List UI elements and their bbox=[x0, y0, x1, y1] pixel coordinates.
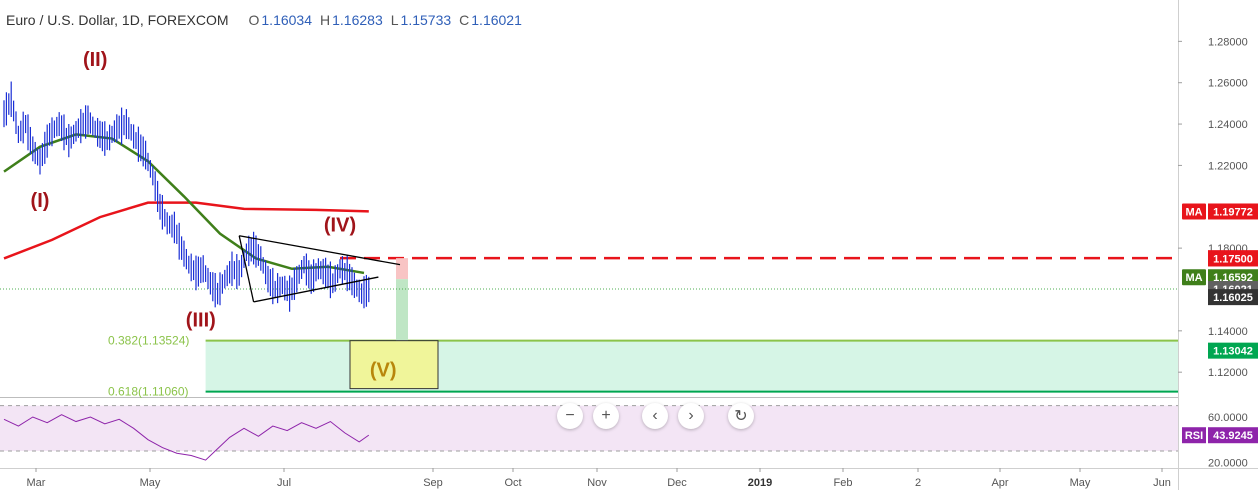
wave-v-target-box bbox=[349, 340, 439, 390]
time-tick-label: Sep bbox=[423, 477, 443, 489]
wave-label: (V) bbox=[370, 359, 397, 381]
price-badge bbox=[1208, 289, 1258, 306]
close-value: 1.16021 bbox=[471, 12, 522, 28]
wave-label: (I) bbox=[31, 190, 50, 212]
close-label: C bbox=[459, 12, 470, 28]
open-value: 1.16034 bbox=[261, 12, 312, 28]
triangle-upper-line bbox=[239, 235, 401, 266]
price-badge-label: 1.16025 bbox=[1213, 292, 1253, 304]
low-label: L bbox=[390, 12, 399, 28]
price-badge-label: 1.13042 bbox=[1213, 346, 1253, 358]
price-tick-label: 1.28000 bbox=[1208, 36, 1248, 48]
rsi-tick-label: 60.0000 bbox=[1208, 412, 1248, 424]
price-badge-label: 1.17500 bbox=[1213, 253, 1253, 265]
time-tick-label: Mar bbox=[27, 477, 46, 489]
time-tick-label: 2 bbox=[915, 477, 921, 489]
zoom-out-button[interactable]: − bbox=[557, 403, 583, 429]
rsi-badge bbox=[1182, 427, 1206, 444]
plus-icon: + bbox=[601, 407, 611, 424]
chevron-left-icon: ‹ bbox=[652, 407, 658, 424]
price-badge bbox=[1208, 203, 1258, 220]
reset-icon: ↻ bbox=[734, 408, 748, 425]
zoom-in-button[interactable]: + bbox=[593, 403, 619, 429]
rsi-tick-label: 20.0000 bbox=[1208, 457, 1248, 469]
time-tick-label: Apr bbox=[991, 477, 1008, 489]
scroll-right-button[interactable]: › bbox=[678, 403, 704, 429]
time-tick-label: May bbox=[140, 477, 161, 489]
chevron-right-icon: › bbox=[688, 407, 694, 424]
time-tick-label: Jun bbox=[1153, 477, 1171, 489]
ma-badge bbox=[1182, 269, 1206, 286]
price-tick-label: 1.26000 bbox=[1208, 78, 1248, 90]
ma-badge-label: MA bbox=[1185, 206, 1202, 218]
ma-slow-line bbox=[3, 201, 369, 260]
time-tick-label: Dec bbox=[667, 477, 687, 489]
wave-label: (IV) bbox=[324, 215, 356, 237]
price-tick-label: 1.12000 bbox=[1208, 367, 1248, 379]
price-badge bbox=[1208, 342, 1258, 359]
open-label: O bbox=[248, 12, 260, 28]
time-tick-label: Feb bbox=[834, 477, 853, 489]
rsi-band bbox=[0, 405, 1178, 451]
wave-label: (III) bbox=[186, 310, 216, 332]
triangle-lower-line bbox=[253, 276, 379, 303]
reward-box bbox=[396, 279, 408, 350]
zoom-controls: − + bbox=[557, 403, 619, 429]
time-tick-label: May bbox=[1070, 477, 1091, 489]
reset-chart-button[interactable]: ↻ bbox=[728, 403, 754, 429]
wave-label: (II) bbox=[83, 49, 107, 71]
price-bars bbox=[3, 81, 370, 312]
fib-level-label: 0.382(1.13524) bbox=[108, 334, 189, 348]
price-badge-label: 1.19772 bbox=[1213, 206, 1253, 218]
fib-level-label: 0.618(1.11060) bbox=[108, 385, 189, 399]
price-tick-label: 1.22000 bbox=[1208, 160, 1248, 172]
symbol-title: Euro / U.S. Dollar, 1D, FOREXCOM bbox=[6, 12, 229, 28]
scroll-controls: ‹ › bbox=[642, 403, 704, 429]
time-tick-label: Jul bbox=[277, 477, 291, 489]
price-badge bbox=[1208, 250, 1258, 267]
time-tick-label: Oct bbox=[504, 477, 521, 489]
high-value: 1.16283 bbox=[332, 12, 383, 28]
price-tick-label: 1.14000 bbox=[1208, 326, 1248, 338]
rsi-value-badge bbox=[1208, 427, 1258, 444]
ma-badge-label: MA bbox=[1185, 272, 1202, 284]
triangle-left-line bbox=[238, 235, 255, 303]
rsi-value-label: 43.9245 bbox=[1213, 430, 1253, 442]
scroll-left-button[interactable]: ‹ bbox=[642, 403, 668, 429]
chart-header: Euro / U.S. Dollar, 1D, FOREXCOM O 1.1603… bbox=[6, 11, 522, 29]
price-tick-label: 1.24000 bbox=[1208, 119, 1248, 131]
rsi-badge-label: RSI bbox=[1185, 430, 1203, 442]
time-tick-label: Nov bbox=[587, 477, 607, 489]
reset-controls: ↻ bbox=[728, 403, 754, 429]
risk-box bbox=[396, 258, 408, 280]
low-value: 1.15733 bbox=[400, 12, 452, 28]
ma-badge bbox=[1182, 203, 1206, 220]
high-label: H bbox=[320, 12, 331, 28]
rsi-line bbox=[3, 414, 370, 461]
time-tick-label: 2019 bbox=[748, 477, 772, 489]
minus-icon: − bbox=[565, 407, 575, 424]
